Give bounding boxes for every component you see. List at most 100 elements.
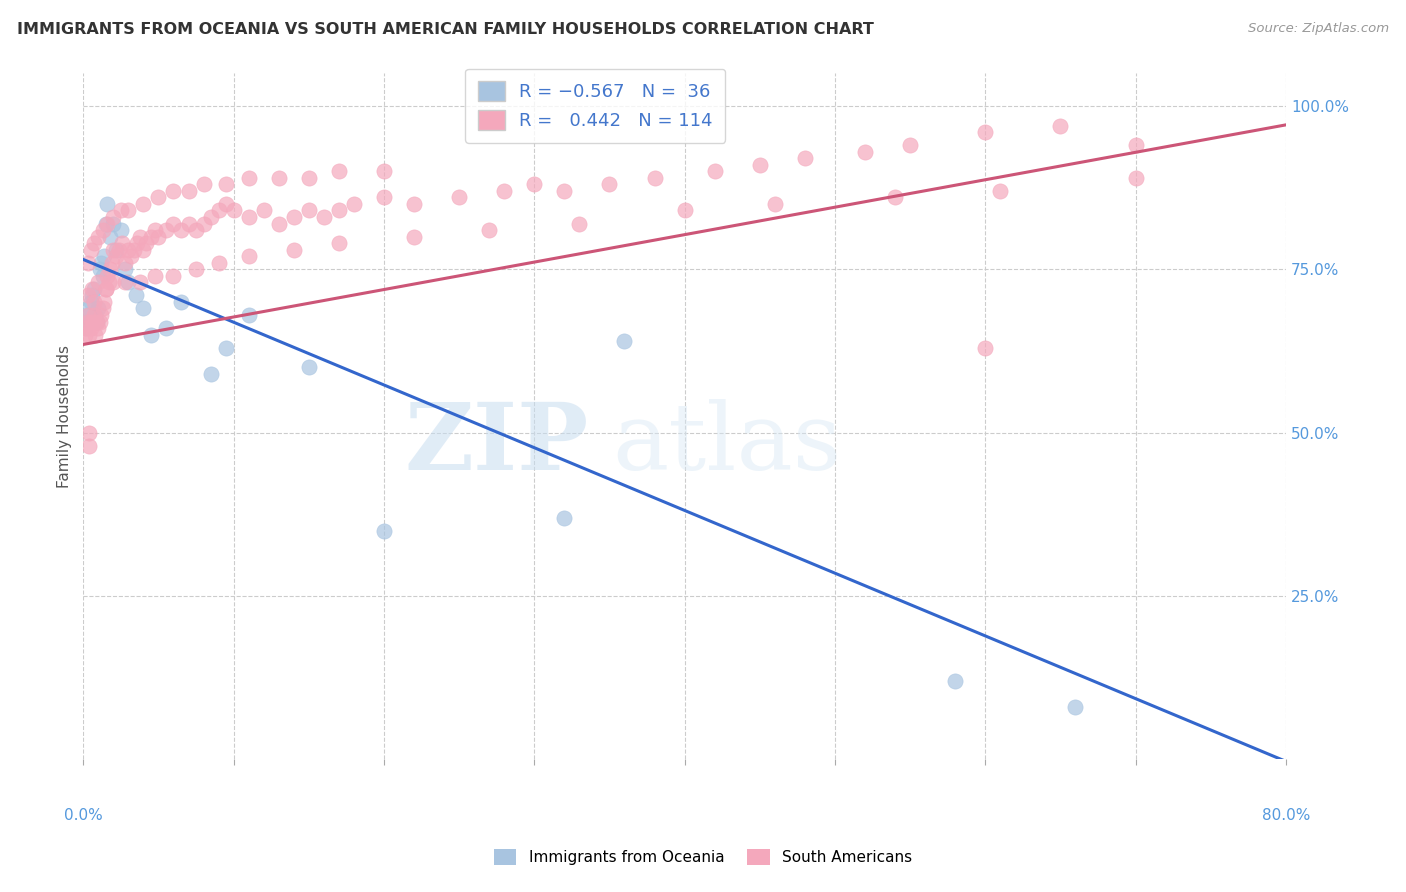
Point [73, 327, 96, 342]
Point [108, 243, 131, 257]
Point [1125, 138, 1147, 153]
Point [110, 203, 132, 218]
Point [96, 217, 118, 231]
Point [93, 249, 115, 263]
Point [402, 197, 425, 211]
Point [91, 268, 114, 283]
Point [96, 197, 118, 211]
Point [94, 217, 117, 231]
Point [238, 249, 260, 263]
Point [135, 236, 157, 251]
Point [86, 314, 108, 328]
Point [222, 203, 245, 218]
Point [298, 360, 321, 375]
Point [139, 327, 162, 342]
Point [177, 217, 200, 231]
Point [117, 203, 139, 218]
Point [200, 210, 222, 224]
Point [105, 243, 128, 257]
Point [988, 184, 1011, 198]
Point [79, 425, 101, 440]
Point [82, 314, 104, 328]
Point [89, 314, 111, 328]
Point [215, 341, 238, 355]
Point [79, 439, 101, 453]
Text: ZIP: ZIP [404, 399, 589, 489]
Point [283, 210, 305, 224]
Point [75, 321, 97, 335]
Point [139, 229, 162, 244]
Text: Source: ZipAtlas.com: Source: ZipAtlas.com [1249, 22, 1389, 36]
Point [80, 321, 103, 335]
Point [124, 243, 146, 257]
Point [162, 268, 184, 283]
Point [96, 268, 118, 283]
Point [598, 178, 620, 192]
Point [644, 170, 666, 185]
Point [184, 223, 207, 237]
Point [76, 314, 98, 328]
Point [613, 334, 636, 348]
Point [215, 178, 238, 192]
Point [83, 236, 105, 251]
Point [117, 276, 139, 290]
Point [87, 301, 110, 316]
Point [373, 190, 395, 204]
Point [267, 217, 290, 231]
Legend: R = −0.567   N =  36, R =   0.442   N = 114: R = −0.567 N = 36, R = 0.442 N = 114 [465, 69, 725, 143]
Point [312, 210, 335, 224]
Point [193, 178, 215, 192]
Point [82, 288, 104, 302]
Point [170, 295, 193, 310]
Point [478, 223, 501, 237]
Point [568, 217, 591, 231]
Point [1125, 170, 1147, 185]
Point [117, 243, 139, 257]
Point [253, 203, 276, 218]
Text: 80.0%: 80.0% [1261, 808, 1310, 823]
Point [87, 276, 110, 290]
Point [238, 308, 260, 322]
Point [111, 236, 134, 251]
Point [328, 203, 350, 218]
Point [193, 217, 215, 231]
Point [97, 276, 120, 290]
Point [132, 243, 155, 257]
Point [215, 197, 238, 211]
Point [86, 314, 108, 328]
Point [84, 308, 107, 322]
Point [79, 301, 101, 316]
Point [793, 151, 815, 165]
Point [884, 190, 907, 204]
Point [129, 229, 152, 244]
Point [763, 197, 786, 211]
Point [83, 308, 105, 322]
Point [73, 321, 96, 335]
Point [120, 249, 142, 263]
Point [1064, 700, 1087, 714]
Point [103, 276, 125, 290]
Point [184, 262, 207, 277]
Point [553, 510, 575, 524]
Point [148, 190, 170, 204]
Point [207, 203, 229, 218]
Point [91, 301, 114, 316]
Point [283, 243, 305, 257]
Text: atlas: atlas [613, 399, 842, 489]
Point [101, 256, 124, 270]
Point [343, 197, 366, 211]
Point [93, 295, 115, 310]
Point [148, 229, 170, 244]
Point [673, 203, 696, 218]
Point [94, 282, 117, 296]
Point [127, 236, 149, 251]
Point [79, 327, 101, 342]
Point [748, 158, 770, 172]
Point [91, 223, 114, 237]
Point [238, 210, 260, 224]
Point [523, 178, 546, 192]
Point [90, 308, 112, 322]
Point [853, 145, 876, 159]
Point [84, 327, 107, 342]
Point [87, 229, 110, 244]
